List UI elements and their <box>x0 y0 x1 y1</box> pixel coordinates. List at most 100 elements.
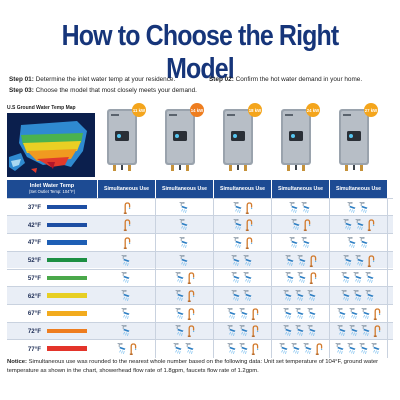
shower-icon <box>307 307 316 319</box>
simultaneous-use-cell <box>156 269 214 288</box>
temp-label: 47°F <box>27 239 41 247</box>
shower-icon <box>239 307 247 319</box>
simultaneous-use-cell <box>214 234 272 252</box>
map-title: U.S Ground Water Temp Map <box>7 105 76 111</box>
temp-color-bar <box>47 240 87 245</box>
faucet-icon <box>373 308 380 320</box>
shower-icon <box>179 201 188 213</box>
heater-model-1: 11 kW <box>102 101 146 179</box>
heater-model-4: 24 kW <box>276 101 320 179</box>
simultaneous-use-cell <box>272 251 330 270</box>
simultaneous-use-cell <box>214 287 272 305</box>
shower-icon <box>175 325 183 337</box>
shower-icon <box>347 343 356 355</box>
simultaneous-use-cell <box>272 216 330 235</box>
shower-icon <box>347 236 356 248</box>
faucet-icon <box>187 325 194 338</box>
shower-icon <box>289 201 298 213</box>
shower-icon <box>233 201 241 213</box>
simultaneous-use-cell <box>330 251 388 270</box>
kw-badge: 14 kW <box>190 103 204 117</box>
heater-model-5: 27 kW <box>334 101 378 179</box>
simultaneous-use-cell <box>214 216 272 235</box>
faucet-icon <box>187 272 194 285</box>
shower-icon <box>301 236 310 248</box>
simultaneous-use-cell <box>98 287 156 305</box>
ground-water-map-panel: U.S Ground Water Temp Map <box>7 105 95 179</box>
shower-icon <box>337 307 345 319</box>
faucet-icon <box>367 254 374 267</box>
step-2-label: Step 02: <box>209 76 234 83</box>
inlet-temp-subtitle: (Set Outlet Temp: 104°F) <box>28 189 76 195</box>
shower-icon <box>179 236 188 248</box>
faucet-icon <box>123 201 130 214</box>
water-heater-image <box>165 109 195 171</box>
step-2: Step 02: Confirm the hot water demand in… <box>209 76 362 83</box>
step-1-label: Step 01: <box>9 76 34 83</box>
shower-icon <box>231 272 240 284</box>
shower-icon <box>301 201 310 213</box>
simultaneous-use-cell <box>98 304 156 323</box>
temp-color-bar <box>47 311 87 316</box>
simultaneous-use-cell <box>272 322 330 341</box>
shower-icon <box>231 254 240 266</box>
simultaneous-use-cell <box>330 340 388 358</box>
shower-icon <box>337 325 345 337</box>
temp-label: 42°F <box>27 221 41 229</box>
simultaneous-use-cell <box>330 304 388 323</box>
table-row: 57°F <box>7 268 393 288</box>
shower-icon <box>239 343 247 355</box>
shower-icon <box>291 343 299 355</box>
simultaneous-use-cell <box>156 251 214 270</box>
shower-icon <box>243 272 252 284</box>
simultaneous-use-cell <box>214 340 272 358</box>
shower-icon <box>121 307 130 319</box>
shower-icon <box>121 272 130 284</box>
table-row: 77°F <box>7 339 393 358</box>
simultaneous-use-cell <box>156 340 214 358</box>
simultaneous-use-cell <box>272 234 330 252</box>
simultaneous-use-cell <box>156 234 214 252</box>
simultaneous-use-cell <box>156 304 214 323</box>
water-heater-image <box>223 109 253 171</box>
temp-label: 62°F <box>27 292 41 300</box>
water-heater-image <box>339 109 369 171</box>
simultaneous-use-cell <box>214 322 272 341</box>
shower-icon <box>121 254 130 266</box>
simultaneous-use-cell <box>98 198 156 217</box>
temp-color-bar <box>47 204 87 210</box>
shower-icon <box>297 254 305 266</box>
page-title: How to Choose the Right Model <box>61 20 340 85</box>
simultaneous-use-cell <box>214 198 272 217</box>
shower-icon <box>371 343 380 355</box>
simultaneous-use-cell <box>98 322 156 341</box>
simultaneous-use-cell <box>156 198 214 217</box>
simultaneous-use-cell <box>156 216 214 235</box>
table-row: 67°F <box>7 303 393 323</box>
shower-icon <box>359 201 368 213</box>
shower-icon <box>307 290 316 302</box>
simultaneous-use-cell <box>330 198 388 217</box>
shower-icon <box>283 307 292 319</box>
simultaneous-use-header: Simultaneous Use <box>214 180 272 198</box>
table-header-row: Inlet Water Temp (Set Outlet Temp: 104°F)… <box>7 180 393 198</box>
faucet-icon <box>309 254 316 267</box>
faucet-icon <box>309 272 316 285</box>
shower-icon <box>227 343 235 355</box>
simultaneous-use-header: Simultaneous Use <box>330 180 388 198</box>
faucet-icon <box>187 308 194 320</box>
simultaneous-use-cell <box>214 251 272 270</box>
faucet-icon <box>187 290 194 303</box>
simultaneous-use-cell <box>98 269 156 288</box>
temp-label: 77°F <box>27 345 41 353</box>
temp-label: 67°F <box>27 310 41 318</box>
shower-icon <box>243 290 252 302</box>
shower-icon <box>173 343 182 355</box>
shower-icon <box>227 307 235 319</box>
shower-icon <box>289 236 298 248</box>
shower-icon <box>175 290 183 302</box>
table-row: 37°F <box>7 197 393 217</box>
faucet-icon <box>303 219 310 232</box>
simultaneous-use-cell <box>330 287 388 305</box>
faucet-icon <box>245 219 252 232</box>
